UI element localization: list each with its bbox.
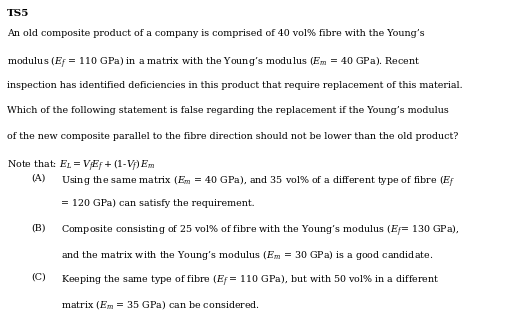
Text: (C): (C) xyxy=(32,273,46,282)
Text: Which of the following statement is false regarding the replacement if the Young: Which of the following statement is fals… xyxy=(7,106,449,115)
Text: (B): (B) xyxy=(32,223,46,232)
Text: Composite consisting of 25 vol% of fibre with the Young’s modulus ($E_f$= 130 GP: Composite consisting of 25 vol% of fibre… xyxy=(61,223,459,239)
Text: Using the same matrix ($E_m$ = 40 GPa), and 35 vol% of a different type of fibre: Using the same matrix ($E_m$ = 40 GPa), … xyxy=(61,174,455,190)
Text: An old composite product of a company is comprised of 40 vol% fibre with the You: An old composite product of a company is… xyxy=(7,29,425,38)
Text: matrix ($E_m$ = 35 GPa) can be considered.: matrix ($E_m$ = 35 GPa) can be considere… xyxy=(61,298,260,311)
Text: modulus ($E_f$ = 110 GPa) in a matrix with the Young’s modulus ($E_m$ = 40 GPa).: modulus ($E_f$ = 110 GPa) in a matrix wi… xyxy=(7,55,420,71)
Text: (A): (A) xyxy=(32,174,46,183)
Text: Keeping the same type of fibre ($E_f$ = 110 GPa), but with 50 vol% in a differen: Keeping the same type of fibre ($E_f$ = … xyxy=(61,273,439,289)
Text: inspection has identified deficiencies in this product that require replacement : inspection has identified deficiencies i… xyxy=(7,81,463,90)
Text: TS5: TS5 xyxy=(7,9,29,18)
Text: and the matrix with the Young’s modulus ($E_m$ = 30 GPa) is a good candidate.: and the matrix with the Young’s modulus … xyxy=(61,248,433,262)
Text: = 120 GPa) can satisfy the requirement.: = 120 GPa) can satisfy the requirement. xyxy=(61,199,254,208)
Text: of the new composite parallel to the fibre direction should not be lower than th: of the new composite parallel to the fib… xyxy=(7,132,458,141)
Text: Note that: $E_L = V_fE_f + (1\text{-}V_f)\, E_m$: Note that: $E_L = V_fE_f + (1\text{-}V_f… xyxy=(7,158,155,174)
